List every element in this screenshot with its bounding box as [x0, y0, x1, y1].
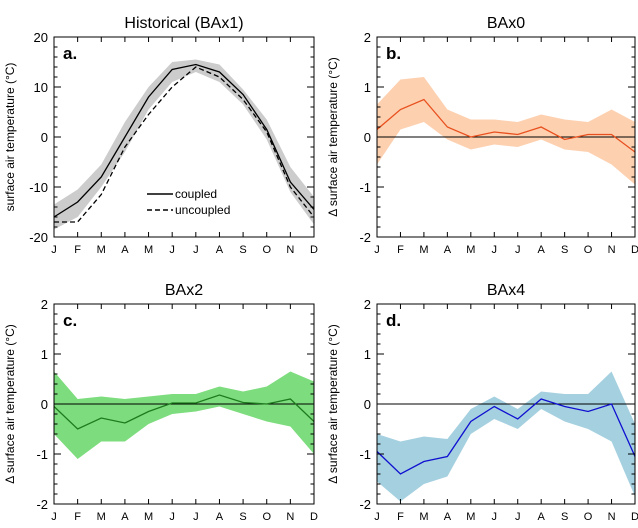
plot-area [377, 372, 635, 502]
x-tick-label: F [397, 511, 404, 523]
x-tick-label: J [169, 244, 175, 256]
x-tick-label: N [286, 511, 294, 523]
uncertainty-band [377, 372, 635, 502]
x-tick-label: O [262, 244, 271, 256]
y-tick-label: 10 [34, 80, 48, 95]
x-tick-label: D [631, 511, 638, 523]
y-tick-label: 0 [41, 130, 48, 145]
x-tick-label: M [144, 244, 153, 256]
x-tick-label: J [51, 244, 57, 256]
x-tick-label: A [121, 511, 129, 523]
y-tick-label: 0 [41, 397, 48, 412]
x-tick-label: J [374, 511, 380, 523]
y-tick-label: -1 [359, 447, 371, 462]
panel-d: J F M A M J J A S O N D -2 -1 0 1 2 BAx4 d. Δ surface air t… [326, 282, 638, 523]
x-tick-label: A [538, 511, 546, 523]
y-tick-label: 2 [41, 297, 48, 312]
x-tick-label: F [397, 244, 404, 256]
y-tick-label: 1 [364, 80, 371, 95]
legend-label-uncoupled: uncoupled [175, 203, 230, 217]
y-axis-label: Δ surface air temperature (°C) [3, 324, 17, 484]
y-tick-label: -10 [29, 180, 48, 195]
chart-title: BAx0 [487, 15, 525, 32]
x-tick-label: M [144, 511, 153, 523]
plot-area [54, 372, 314, 460]
x-tick-label: J [51, 511, 57, 523]
x-tick-label: S [239, 511, 246, 523]
x-tick-label: O [262, 511, 271, 523]
panel-a: J F M A M J J A S O N D -20 -10 0 10 20 Historical (BAx1)… [3, 15, 318, 256]
x-tick-label: A [444, 511, 452, 523]
y-tick-label: 0 [364, 397, 371, 412]
x-tick-label: M [466, 511, 475, 523]
y-axis-label: Δ surface air temperature (°C) [326, 57, 340, 217]
x-tick-label: N [286, 244, 294, 256]
x-tick-label: M [97, 511, 106, 523]
y-tick-label: -1 [359, 180, 371, 195]
x-tick-label: A [216, 244, 224, 256]
uncertainty-band [377, 77, 635, 185]
x-tick-label: J [193, 511, 199, 523]
x-tick-label: D [631, 244, 638, 256]
y-tick-label: 1 [364, 347, 371, 362]
y-tick-label: -20 [29, 230, 48, 245]
x-tick-label: F [74, 244, 81, 256]
y-tick-label: 2 [364, 30, 371, 45]
y-tick-label: 2 [364, 297, 371, 312]
x-tick-label: O [584, 244, 593, 256]
chart-title: BAx2 [165, 282, 203, 299]
x-tick-label: F [74, 511, 81, 523]
chart-title: BAx4 [487, 282, 525, 299]
panel-letter: b. [386, 44, 401, 63]
y-axis-label: Δ surface air temperature (°C) [326, 324, 340, 484]
y-tick-label: -1 [36, 447, 48, 462]
x-tick-label: A [538, 244, 546, 256]
x-tick-label: S [561, 511, 568, 523]
x-tick-label: M [97, 244, 106, 256]
x-tick-label: A [121, 244, 129, 256]
x-tick-label: D [310, 244, 318, 256]
x-tick-label: N [608, 511, 616, 523]
x-tick-label: J [515, 244, 521, 256]
uncertainty-band [54, 372, 314, 460]
y-tick-label: 20 [34, 30, 48, 45]
panel-b: J F M A M J J A S O N D -2 -1 0 1 2 BAx0 b. Δ surface air t… [326, 15, 638, 256]
x-tick-label: N [608, 244, 616, 256]
x-tick-label: J [374, 244, 380, 256]
plot-area [377, 77, 635, 185]
x-tick-label: S [239, 244, 246, 256]
chart-title: Historical (BAx1) [124, 15, 243, 32]
x-tick-label: S [561, 244, 568, 256]
panel-c: J F M A M J J A S O N D -2 -1 0 1 2 BAx2 c. Δ surface air t… [3, 282, 318, 523]
y-tick-label: -2 [359, 230, 371, 245]
y-tick-label: 1 [41, 347, 48, 362]
x-tick-label: M [419, 244, 428, 256]
x-tick-label: M [419, 511, 428, 523]
x-tick-label: J [169, 511, 175, 523]
x-tick-label: J [193, 244, 199, 256]
x-tick-label: O [584, 511, 593, 523]
x-tick-label: J [492, 511, 498, 523]
legend-label-coupled: coupled [175, 187, 217, 201]
x-tick-label: A [216, 511, 224, 523]
x-tick-label: A [444, 244, 452, 256]
y-tick-label: -2 [359, 497, 371, 512]
y-axis-label: surface air temperature (°C) [3, 63, 17, 212]
y-tick-label: -2 [36, 497, 48, 512]
x-tick-label: M [466, 244, 475, 256]
panel-letter: a. [63, 44, 77, 63]
panel-letter: c. [63, 311, 77, 330]
y-tick-label: 0 [364, 130, 371, 145]
panel-letter: d. [386, 311, 401, 330]
x-tick-label: J [515, 511, 521, 523]
x-tick-label: D [310, 511, 318, 523]
x-tick-label: J [492, 244, 498, 256]
